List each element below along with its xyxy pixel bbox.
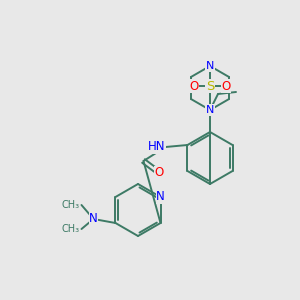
- Text: S: S: [206, 80, 214, 92]
- Text: N: N: [156, 190, 165, 203]
- Text: CH₃: CH₃: [61, 200, 80, 210]
- Text: N: N: [89, 212, 98, 226]
- Text: HN: HN: [148, 140, 166, 154]
- Text: O: O: [155, 167, 164, 179]
- Text: N: N: [206, 61, 214, 71]
- Text: O: O: [189, 80, 199, 92]
- Text: O: O: [221, 80, 231, 92]
- Text: CH₃: CH₃: [61, 224, 80, 234]
- Text: N: N: [206, 105, 214, 115]
